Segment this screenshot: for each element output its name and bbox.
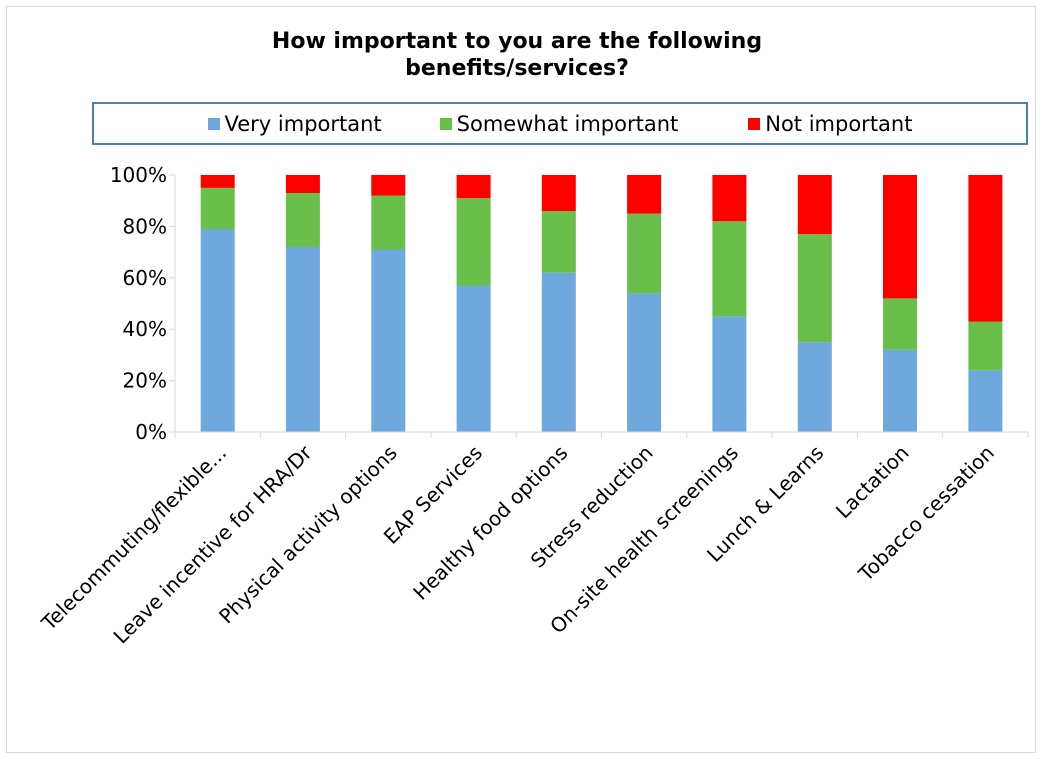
bar-segment-not-important-6 [712, 175, 747, 222]
bar-segment-somewhat-important-5 [627, 213, 662, 294]
chart-legend: Very important Somewhat important Not im… [92, 102, 1028, 145]
x-category-labels: Telecommuting/flexible...Leave incentive… [36, 440, 999, 648]
bar-segment-somewhat-important-9 [968, 321, 1003, 371]
legend-swatch-somewhat-important [439, 117, 452, 130]
bar-segment-not-important-2 [371, 175, 406, 196]
bar-segment-very-important-8 [883, 349, 917, 432]
y-tick-label: 0% [135, 420, 167, 444]
bar-segment-somewhat-important-3 [456, 198, 491, 286]
bar-segment-very-important-0 [200, 229, 235, 432]
bar-group [200, 175, 1003, 432]
bar-segment-not-important-7 [797, 175, 832, 235]
bar-segment-somewhat-important-7 [797, 234, 832, 342]
bar-segment-not-important-5 [627, 175, 662, 214]
bar-segment-not-important-8 [883, 175, 917, 299]
legend-item-not-important: Not important [748, 112, 912, 136]
bar-segment-very-important-5 [627, 293, 662, 432]
bar-segment-not-important-3 [456, 175, 491, 199]
bar-segment-very-important-7 [797, 342, 832, 432]
bar-segment-not-important-4 [541, 175, 576, 211]
x-category-label: Physical activity options [214, 441, 402, 629]
x-category-label: Healthy food options [408, 441, 572, 605]
bar-segment-very-important-3 [456, 285, 491, 432]
legend-swatch-very-important [207, 117, 220, 130]
y-tick-label: 100% [110, 163, 167, 187]
y-tick-label: 80% [123, 214, 167, 238]
bar-segment-very-important-9 [968, 370, 1003, 432]
x-category-label: Lactation [831, 441, 914, 524]
chart-title-line-2: benefits/services? [405, 56, 629, 81]
bar-segment-somewhat-important-6 [712, 221, 747, 317]
bar-segment-somewhat-important-0 [200, 187, 235, 229]
bar-segment-somewhat-important-1 [285, 193, 320, 247]
legend-label-somewhat-important: Somewhat important [456, 111, 679, 136]
bar-segment-very-important-4 [541, 272, 576, 432]
legend-swatch-not-important [748, 117, 761, 130]
bar-segment-somewhat-important-2 [371, 195, 406, 250]
bar-segment-somewhat-important-4 [541, 211, 576, 273]
y-tick-label: 40% [123, 317, 167, 341]
y-tick-labels: 0% 20% 40% 60% 80% 100% [110, 163, 167, 444]
chart-title-line-1: How important to you are the following [271, 29, 763, 54]
bar-segment-not-important-1 [285, 175, 320, 193]
bar-segment-somewhat-important-8 [883, 298, 917, 350]
bar-segment-very-important-2 [371, 249, 406, 432]
legend-item-very-important: Very important [207, 111, 382, 136]
y-tick-label: 20% [123, 369, 167, 393]
legend-item-somewhat-important: Somewhat important [439, 111, 679, 136]
bar-segment-not-important-0 [200, 175, 235, 188]
bar-segment-very-important-6 [712, 316, 747, 432]
bar-segment-very-important-1 [285, 247, 320, 432]
chart-frame [6, 6, 1036, 753]
chart-title: How important to you are the following b… [0, 28, 1034, 82]
y-tick-label: 60% [123, 266, 167, 290]
legend-label-not-important: Not important [765, 111, 913, 136]
axes-group [169, 174, 1029, 438]
bar-segment-not-important-9 [968, 175, 1003, 322]
legend-label-very-important: Very important [224, 111, 382, 136]
